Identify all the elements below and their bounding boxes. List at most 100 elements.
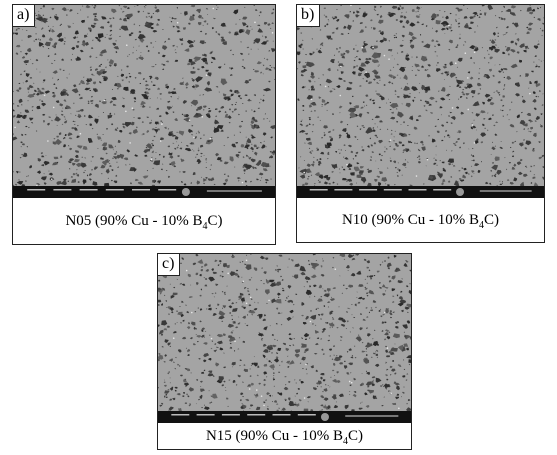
bright-spot [53, 107, 55, 109]
info-field [334, 189, 352, 191]
bright-spot [104, 99, 106, 101]
bright-spot [125, 111, 127, 113]
bright-spot [246, 260, 248, 262]
bright-spot [151, 158, 153, 160]
particle [502, 95, 505, 97]
info-field [298, 414, 316, 416]
bright-spot [339, 95, 341, 97]
bright-spot [193, 137, 195, 139]
bright-spot [325, 86, 327, 88]
particle [311, 88, 315, 90]
bright-spot [249, 388, 251, 390]
bright-spot [398, 407, 400, 409]
bright-spot [160, 140, 162, 142]
particle [93, 13, 97, 16]
info-field [359, 189, 377, 191]
particle [159, 154, 161, 155]
particle [285, 376, 287, 377]
bright-spot [186, 270, 188, 272]
bright-spot [467, 109, 469, 111]
sem-image [13, 5, 275, 198]
particle [244, 169, 246, 171]
bright-spot [161, 123, 163, 125]
info-field [409, 189, 427, 191]
particle [373, 27, 376, 29]
bright-spot [427, 159, 429, 161]
bright-spot [210, 138, 212, 140]
bright-spot [191, 312, 193, 314]
bright-spot [365, 71, 367, 73]
particle [497, 36, 499, 37]
bright-spot [227, 273, 229, 275]
bright-spot [242, 182, 244, 184]
bright-spot [44, 94, 46, 96]
bright-spot [452, 107, 454, 109]
panel-label: b) [297, 5, 320, 27]
bright-spot [351, 382, 353, 384]
bright-spot [311, 98, 313, 100]
bright-spot [132, 107, 134, 109]
bright-spot [334, 268, 336, 270]
bright-spot [387, 347, 389, 349]
bright-spot [304, 397, 306, 399]
bright-spot [390, 393, 392, 395]
caption-text: N05 (90% Cu - 10% B [65, 213, 202, 229]
bright-spot [349, 381, 351, 383]
particle [22, 154, 24, 155]
bright-spot [474, 142, 476, 144]
bright-spot [305, 364, 307, 366]
page: {"panels": [ {"label": "a)", "caption": … [0, 0, 557, 454]
bright-spot [246, 302, 248, 304]
sem-image [297, 5, 544, 198]
particle [402, 375, 405, 377]
bright-spot [126, 44, 128, 46]
bright-spot [51, 178, 53, 180]
caption-text: N15 (90% Cu - 10% B [206, 428, 343, 444]
bright-spot [254, 21, 256, 23]
particle [386, 355, 390, 357]
info-field [384, 189, 402, 191]
bright-spot [529, 93, 531, 95]
particle [480, 13, 482, 15]
info-field [158, 189, 176, 191]
particle [244, 7, 245, 8]
info-field [171, 414, 189, 416]
bright-spot [303, 172, 305, 174]
bright-spot [390, 139, 392, 141]
bright-spot [340, 66, 342, 68]
panel-label: c) [158, 254, 180, 276]
bright-spot [448, 24, 450, 26]
info-bar [13, 186, 275, 198]
logo [182, 188, 190, 196]
particle [328, 21, 329, 22]
panel-caption: N15 (90% Cu - 10% B4C) [158, 423, 411, 449]
bright-spot [346, 164, 348, 166]
bright-spot [268, 300, 270, 302]
bright-spot [467, 77, 469, 79]
bright-spot [173, 337, 175, 339]
bright-spot [272, 32, 274, 34]
bright-spot [129, 142, 131, 144]
caption-text: N10 (90% Cu - 10% B [342, 212, 479, 228]
info-bar [158, 411, 411, 423]
figure-panel: c) N15 (90% Cu - 10% B4C) [157, 253, 412, 450]
panel-caption: N10 (90% Cu - 10% B4C) [297, 198, 544, 242]
bright-spot [234, 340, 236, 342]
particle [185, 403, 187, 404]
bright-spot [177, 22, 179, 24]
bright-spot [384, 311, 386, 313]
logo [321, 413, 329, 421]
bright-spot [472, 124, 474, 126]
bright-spot [80, 133, 82, 135]
bright-spot [47, 140, 49, 142]
bright-spot [361, 47, 363, 49]
bright-spot [211, 338, 213, 340]
bright-spot [212, 8, 214, 10]
bright-spot [201, 116, 203, 118]
bright-spot [206, 74, 208, 76]
particle [168, 314, 170, 315]
figure-panel: b) N10 (90% Cu - 10% B4C) [296, 4, 545, 243]
info-field [53, 189, 71, 191]
bright-spot [189, 119, 191, 121]
bright-spot [256, 389, 258, 391]
